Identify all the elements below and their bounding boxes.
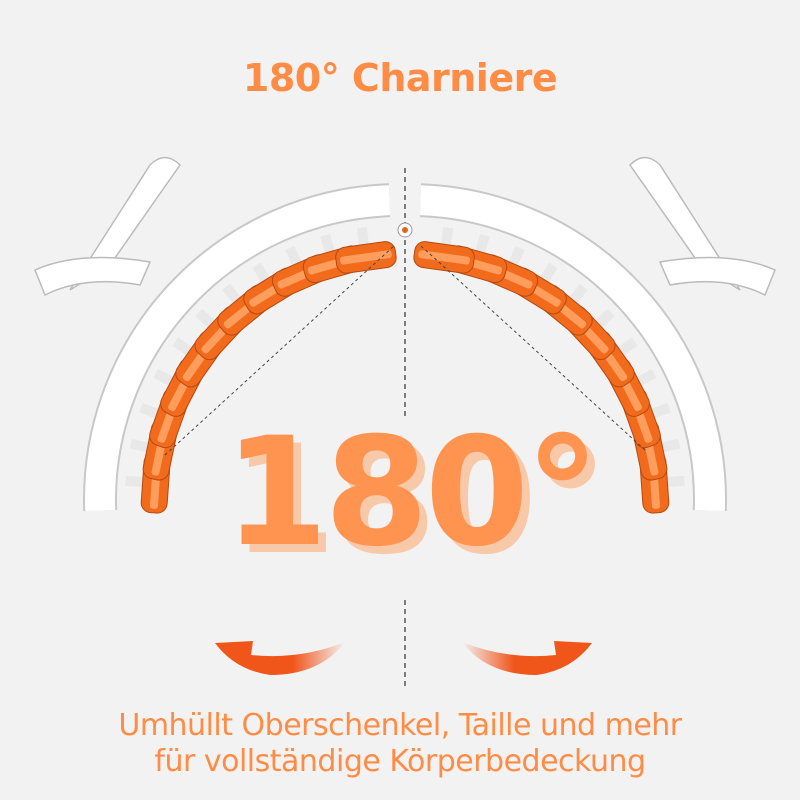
rotate-left-arrow-icon [215,641,345,675]
caption-line-2: für vollständige Körperbedeckung [154,744,646,779]
page-title: 180° Charniere [242,56,558,100]
frame-arc [419,185,725,511]
left-massager-half [34,156,397,514]
frame-arc [85,185,391,511]
caption: Umhüllt Oberschenkel, Taille und mehr fü… [0,708,800,780]
caption-line-1: Umhüllt Oberschenkel, Taille und mehr [118,708,682,743]
angle-label: 180° [223,406,600,580]
angle-line-left [164,244,396,456]
rotate-right-arrow-icon [462,641,592,675]
angle-line-right [419,244,646,451]
right-massager-half [413,156,776,514]
